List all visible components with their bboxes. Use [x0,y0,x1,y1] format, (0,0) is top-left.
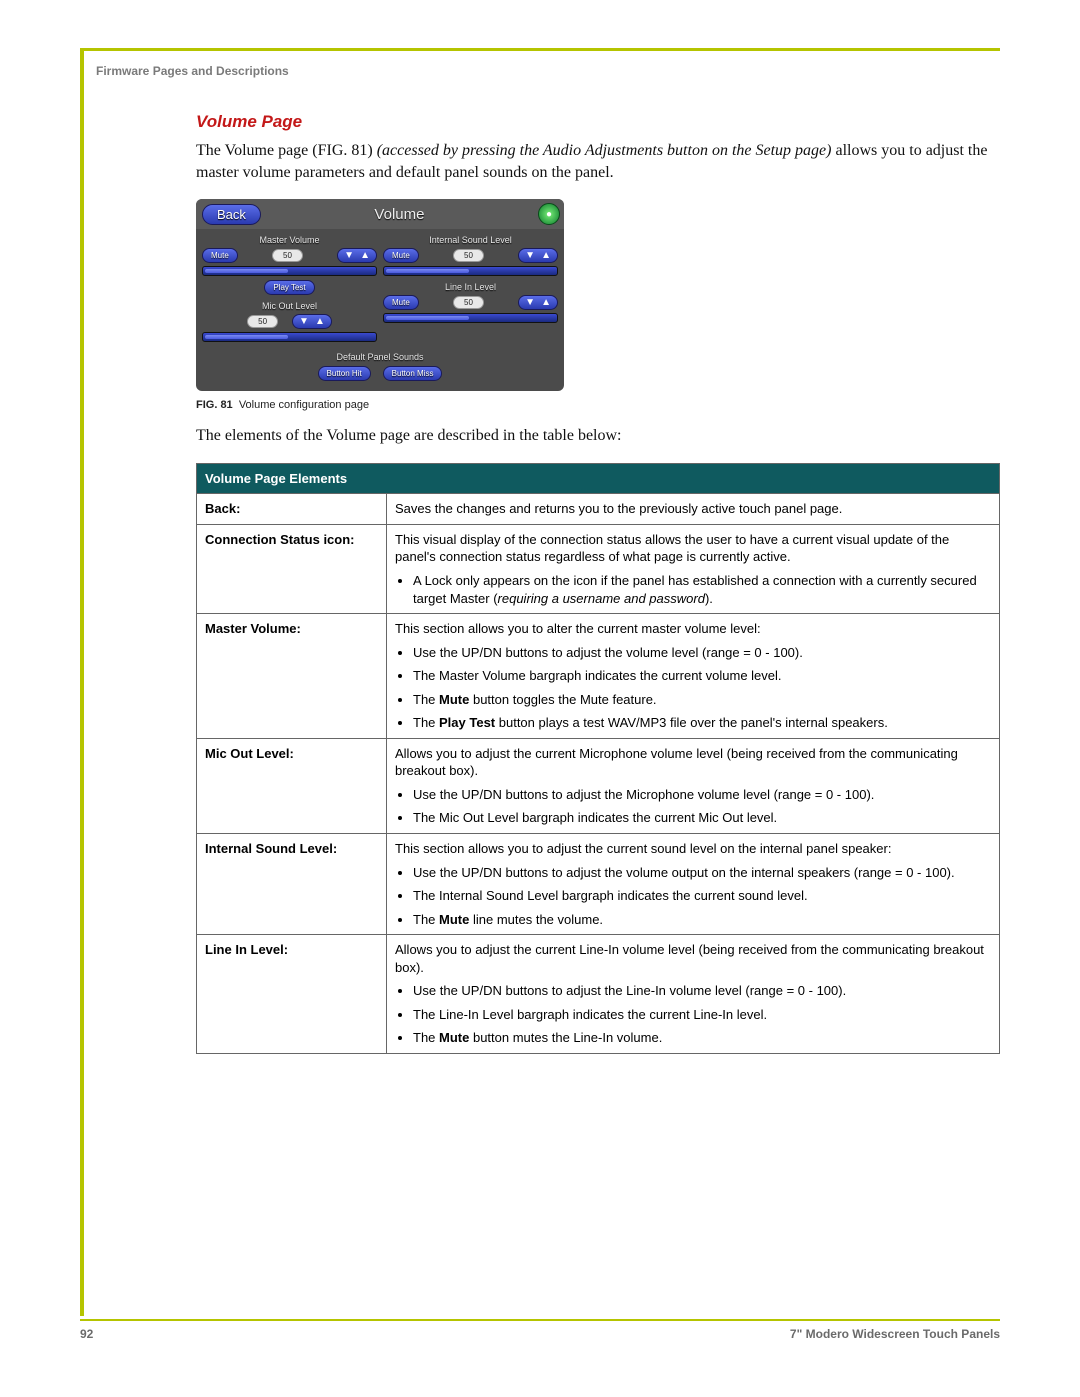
down-icon: ▼ [525,250,535,261]
elements-table: Volume Page Elements Back:Saves the chan… [196,463,1000,1054]
default-sounds-label: Default Panel Sounds [202,352,558,362]
mic-out-value: 50 [247,315,278,328]
master-volume-value: 50 [272,249,303,262]
back-button[interactable]: Back [202,204,261,225]
breadcrumb: Firmware Pages and Descriptions [96,64,289,78]
section-title: Volume Page [196,112,1000,132]
down-icon: ▼ [525,297,535,308]
line-in-bargraph [383,313,558,323]
master-mute-button[interactable]: Mute [202,248,238,263]
table-bullet: Use the UP/DN buttons to adjust the Line… [413,982,991,1000]
button-miss-button[interactable]: Button Miss [383,366,443,381]
panel-title: Volume [261,206,538,223]
table-bullet: The Internal Sound Level bargraph indica… [413,887,991,905]
table-bullet: The Mute button mutes the Line-In volume… [413,1029,991,1047]
master-volume-arrows[interactable]: ▼▲ [337,248,377,263]
intro-paragraph: The Volume page (FIG. 81) (accessed by p… [196,140,1000,183]
table-bullet: The Line-In Level bargraph indicates the… [413,1006,991,1024]
internal-sound-bargraph [383,266,558,276]
up-icon: ▲ [541,250,551,261]
table-row-content: Allows you to adjust the current Microph… [387,738,1000,833]
internal-sound-arrows[interactable]: ▼▲ [518,248,558,263]
internal-sound-label: Internal Sound Level [383,235,558,245]
table-row-content: This section allows you to adjust the cu… [387,833,1000,934]
down-icon: ▼ [344,250,354,261]
table-bullet: The Play Test button plays a test WAV/MP… [413,714,991,732]
up-icon: ▲ [315,316,325,327]
master-volume-label: Master Volume [202,235,377,245]
up-icon: ▲ [541,297,551,308]
table-row-label: Back: [197,494,387,525]
figure-number: FIG. 81 [196,399,233,411]
accent-left-rule [80,48,84,1316]
table-row-label: Master Volume: [197,614,387,739]
after-figure-text: The elements of the Volume page are desc… [196,425,1000,447]
figure-caption-text: Volume configuration page [239,399,369,411]
up-icon: ▲ [360,250,370,261]
table-row-label: Line In Level: [197,935,387,1054]
line-in-value: 50 [453,296,484,309]
table-bullet: Use the UP/DN buttons to adjust the volu… [413,644,991,662]
table-bullet: Use the UP/DN buttons to adjust the Micr… [413,786,991,804]
table-bullet: The Master Volume bargraph indicates the… [413,667,991,685]
line-in-label: Line In Level [383,282,558,292]
table-bullet: Use the UP/DN buttons to adjust the volu… [413,864,991,882]
connection-status-icon: ● [538,203,560,225]
internal-mute-button[interactable]: Mute [383,248,419,263]
intro-italic: (accessed by pressing the Audio Adjustme… [377,142,832,159]
page-footer: 92 7" Modero Widescreen Touch Panels [80,1319,1000,1341]
mic-out-label: Mic Out Level [202,301,377,311]
mic-out-bargraph [202,332,377,342]
table-row-content: This visual display of the connection st… [387,524,1000,613]
table-bullet: The Mute button toggles the Mute feature… [413,691,991,709]
down-icon: ▼ [299,316,309,327]
internal-sound-value: 50 [453,249,484,262]
table-row-content: Saves the changes and returns you to the… [387,494,1000,525]
table-row-label: Connection Status icon: [197,524,387,613]
line-in-arrows[interactable]: ▼▲ [518,295,558,310]
table-bullet: The Mute line mutes the volume. [413,911,991,929]
play-test-button[interactable]: Play Test [264,280,314,295]
page-number: 92 [80,1327,93,1341]
volume-panel: Back Volume ● Master Volume Mute 50 ▼▲ [196,199,564,391]
line-in-mute-button[interactable]: Mute [383,295,419,310]
table-row-content: This section allows you to alter the cur… [387,614,1000,739]
figure-volume-page: Back Volume ● Master Volume Mute 50 ▼▲ [196,199,564,411]
button-hit-button[interactable]: Button Hit [318,366,371,381]
intro-text-1: The Volume page (FIG. 81) [196,142,377,159]
table-bullet: The Mic Out Level bargraph indicates the… [413,809,991,827]
figure-caption: FIG. 81 Volume configuration page [196,399,564,411]
accent-top-rule [80,48,1000,51]
table-header: Volume Page Elements [197,463,1000,494]
mic-out-arrows[interactable]: ▼▲ [292,314,332,329]
doc-title: 7" Modero Widescreen Touch Panels [790,1327,1000,1341]
table-row-label: Mic Out Level: [197,738,387,833]
table-row-label: Internal Sound Level: [197,833,387,934]
table-bullet: A Lock only appears on the icon if the p… [413,572,991,607]
master-volume-bargraph [202,266,377,276]
table-row-content: Allows you to adjust the current Line-In… [387,935,1000,1054]
